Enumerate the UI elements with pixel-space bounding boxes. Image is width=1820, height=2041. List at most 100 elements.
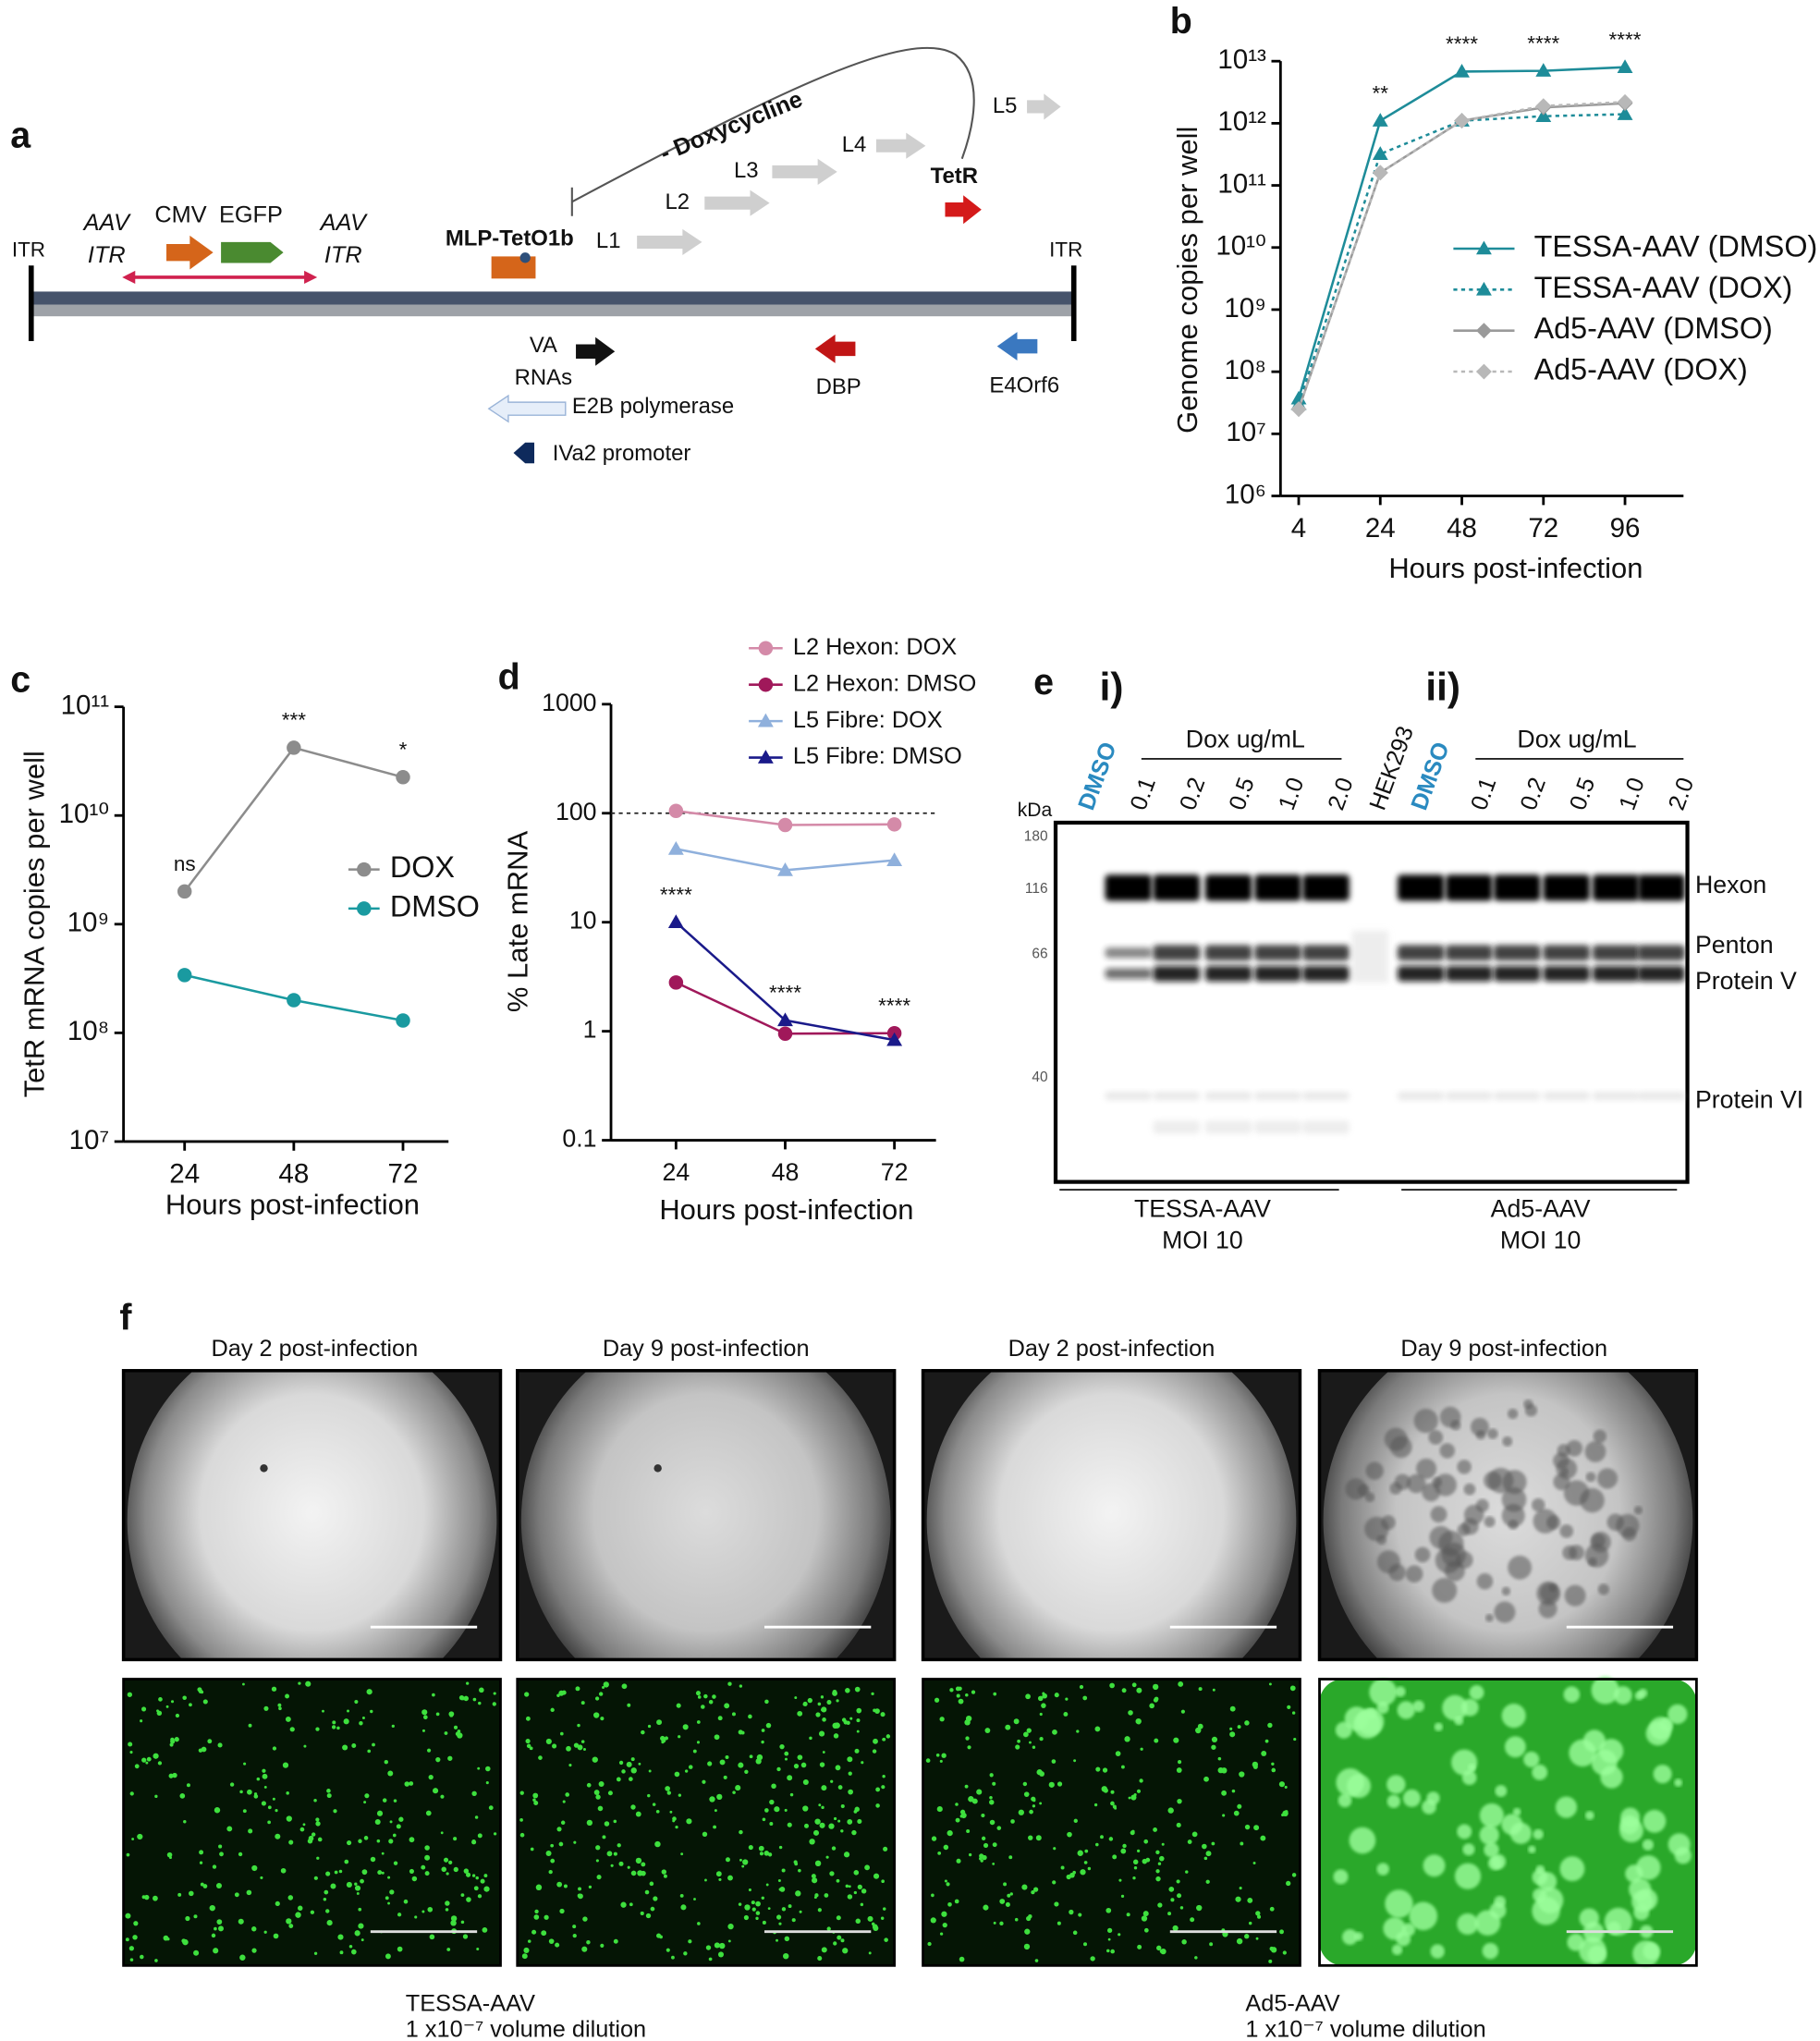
infected-cell bbox=[1131, 1682, 1137, 1688]
infected-cluster bbox=[1674, 1847, 1692, 1864]
infected-cell bbox=[1293, 1737, 1297, 1742]
infected-cell bbox=[251, 1926, 257, 1932]
gel-band bbox=[1493, 1092, 1541, 1100]
infected-cell bbox=[132, 1935, 138, 1940]
infected-cell bbox=[1141, 1915, 1148, 1922]
infected-cell bbox=[875, 1787, 881, 1792]
infected-cell bbox=[271, 1686, 277, 1692]
plaque bbox=[1476, 1572, 1494, 1590]
infected-cell bbox=[1110, 1801, 1115, 1806]
infected-cell bbox=[833, 1733, 839, 1739]
infected-cell bbox=[881, 1785, 886, 1790]
infected-cell bbox=[409, 1868, 415, 1874]
infected-cell bbox=[556, 1881, 563, 1888]
infected-cell bbox=[377, 1870, 383, 1876]
plaque bbox=[1606, 1513, 1624, 1532]
infected-cell bbox=[764, 1699, 769, 1705]
infected-cell bbox=[471, 1839, 477, 1845]
plaque bbox=[1585, 1472, 1596, 1483]
infected-cell bbox=[955, 1817, 960, 1823]
gel-band bbox=[1592, 945, 1640, 961]
teto-site bbox=[519, 252, 531, 263]
infected-cell bbox=[630, 1870, 637, 1876]
infected-cell bbox=[311, 1832, 316, 1837]
infected-cell bbox=[1252, 1862, 1256, 1864]
infected-cell bbox=[1073, 1759, 1077, 1763]
gel-band bbox=[1638, 1092, 1685, 1100]
infected-cell bbox=[128, 1946, 134, 1951]
infected-cell bbox=[595, 1845, 601, 1851]
infected-cell bbox=[931, 1893, 934, 1898]
infected-cluster bbox=[1353, 1710, 1382, 1739]
infected-cell bbox=[548, 1869, 553, 1875]
infected-cell bbox=[428, 1774, 434, 1780]
infected-cell bbox=[598, 1781, 605, 1788]
infected-cell bbox=[1217, 1766, 1224, 1774]
infected-cell bbox=[764, 1808, 769, 1813]
infected-cell bbox=[473, 1886, 479, 1891]
infected-cell bbox=[1235, 1896, 1241, 1902]
infected-cell bbox=[696, 1741, 701, 1744]
infected-cluster bbox=[1559, 1856, 1585, 1882]
infected-cell bbox=[1080, 1869, 1086, 1876]
plaque bbox=[1463, 1504, 1484, 1525]
infected-cell bbox=[781, 1907, 787, 1912]
infected-cell bbox=[716, 1793, 723, 1800]
infected-cell bbox=[1217, 1756, 1222, 1761]
infected-cell bbox=[781, 1868, 786, 1873]
infected-cell bbox=[1153, 1697, 1158, 1703]
infected-cell bbox=[251, 1864, 258, 1872]
infected-cell bbox=[718, 1877, 722, 1881]
infected-cell bbox=[346, 1881, 352, 1888]
infected-cluster bbox=[1342, 1929, 1358, 1945]
infected-cell bbox=[630, 1804, 636, 1810]
x-axis-title: Hours post-infection bbox=[1388, 552, 1643, 584]
infected-cluster bbox=[1591, 1749, 1618, 1776]
gel-band bbox=[1302, 1092, 1350, 1100]
plaque bbox=[1501, 1586, 1511, 1596]
infected-cell bbox=[802, 1805, 809, 1812]
infected-cell bbox=[1112, 1854, 1118, 1860]
infected-cell bbox=[182, 1695, 187, 1701]
debris bbox=[260, 1464, 268, 1473]
legend-label: Ad5-AAV (DOX) bbox=[1534, 353, 1748, 386]
gel-band bbox=[1397, 1092, 1445, 1100]
infected-cell bbox=[1048, 1781, 1055, 1788]
infected-cell bbox=[332, 1720, 336, 1725]
infected-cell bbox=[440, 1831, 444, 1835]
infected-cell bbox=[370, 1709, 373, 1714]
infected-cell bbox=[460, 1920, 465, 1925]
infected-cell bbox=[602, 1685, 605, 1690]
legend-label: TESSA-AAV (DOX) bbox=[1534, 271, 1793, 304]
infected-cell bbox=[572, 1934, 577, 1938]
infected-cell bbox=[779, 1743, 785, 1750]
lane-label: 0.5 bbox=[1565, 775, 1600, 814]
infected-cluster bbox=[1523, 1751, 1540, 1768]
infected-cell bbox=[421, 1910, 425, 1913]
infected-cell bbox=[145, 1761, 149, 1765]
infected-cell bbox=[1005, 1901, 1010, 1907]
infected-cluster bbox=[1434, 1722, 1443, 1731]
infected-cell bbox=[819, 1762, 825, 1767]
infected-cluster bbox=[1474, 1910, 1501, 1936]
infected-cluster bbox=[1532, 1764, 1548, 1780]
infected-cell bbox=[861, 1761, 864, 1765]
infected-cell bbox=[794, 1696, 798, 1700]
infected-cell bbox=[941, 1911, 947, 1917]
infected-cell bbox=[360, 1938, 364, 1942]
plaque bbox=[1432, 1476, 1443, 1487]
infected-cell bbox=[238, 1918, 244, 1925]
infected-cell bbox=[387, 1770, 394, 1777]
infected-cell bbox=[802, 1703, 806, 1706]
genome-bar-top bbox=[31, 291, 1074, 305]
infected-cell bbox=[714, 1734, 720, 1741]
infected-cell bbox=[758, 1845, 764, 1852]
infected-cell bbox=[545, 1738, 552, 1745]
infected-cell bbox=[367, 1749, 372, 1754]
infected-cell bbox=[1268, 1682, 1272, 1686]
infected-cell bbox=[334, 1870, 338, 1875]
infected-cell bbox=[650, 1906, 655, 1912]
infected-cell bbox=[1052, 1880, 1057, 1885]
infected-cell bbox=[366, 1689, 373, 1695]
infected-cell bbox=[333, 1809, 337, 1814]
